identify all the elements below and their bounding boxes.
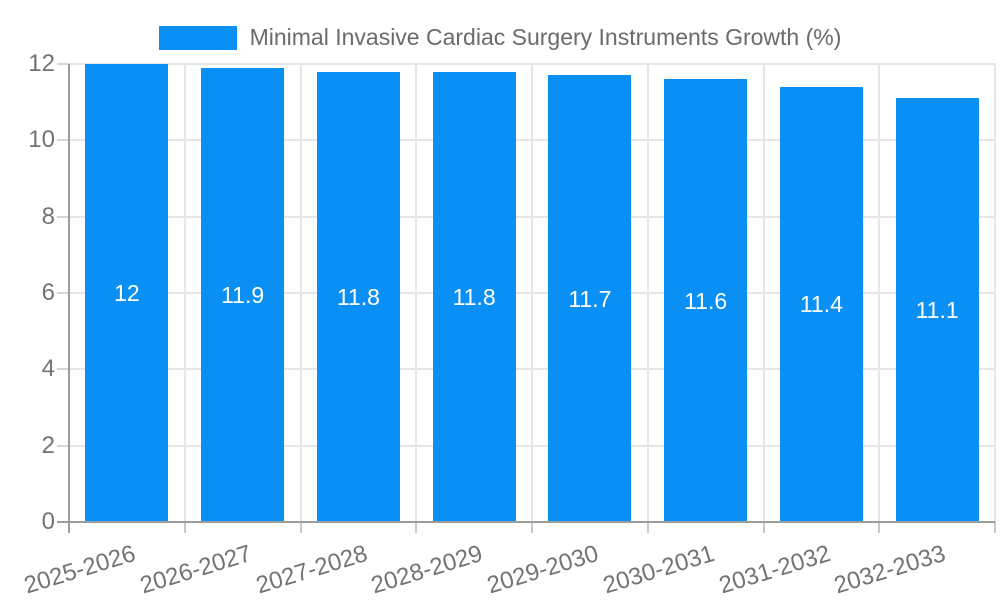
y-tick-mark <box>57 215 69 218</box>
bar[interactable] <box>664 79 748 522</box>
y-tick-mark <box>57 444 69 447</box>
legend-label: Minimal Invasive Cardiac Surgery Instrum… <box>249 24 842 50</box>
y-tick-mark <box>57 139 69 142</box>
x-tick-label: 2026-2027 <box>136 540 255 600</box>
bar-value-label: 11.7 <box>568 285 612 312</box>
bar-value-label: 11.6 <box>684 287 728 314</box>
x-gridline <box>994 64 996 522</box>
x-tick-label: 2025-2026 <box>21 540 139 600</box>
x-tick-mark <box>646 522 649 533</box>
y-tick-label: 0 <box>41 508 55 535</box>
x-tick-label: 2027-2028 <box>252 540 371 600</box>
x-tick-mark <box>183 522 186 533</box>
bar[interactable] <box>85 64 169 522</box>
y-tick-label: 8 <box>41 202 55 230</box>
y-tick-mark <box>57 368 69 371</box>
y-tick-mark <box>57 292 69 294</box>
x-tick-mark <box>878 522 881 533</box>
legend-swatch <box>158 25 237 50</box>
bar[interactable] <box>201 67 285 522</box>
bar[interactable] <box>895 98 979 522</box>
x-tick-mark <box>415 522 418 533</box>
bar-value-label: 12 <box>114 280 140 306</box>
x-gridline <box>299 64 302 522</box>
y-tick-label: 12 <box>28 50 55 77</box>
y-tick-mark <box>57 63 69 65</box>
x-gridline <box>531 64 533 522</box>
y-tick-label: 4 <box>41 355 55 383</box>
y-axis-line <box>68 64 70 533</box>
bar[interactable] <box>432 71 516 522</box>
x-gridline <box>762 64 765 522</box>
y-tick-label: 6 <box>41 279 55 306</box>
x-tick-label: 2029-2030 <box>484 540 602 600</box>
x-axis-line <box>57 521 995 523</box>
x-gridline <box>183 64 186 522</box>
y-tick-label: 2 <box>41 431 55 459</box>
x-tick-mark <box>299 522 302 533</box>
bar-value-label: 11.9 <box>221 281 265 308</box>
bar[interactable] <box>548 75 632 522</box>
x-tick-mark <box>994 522 996 533</box>
bar-value-label: 11.8 <box>336 283 380 310</box>
x-tick-label: 2032-2033 <box>831 540 950 600</box>
x-gridline <box>415 64 418 522</box>
bar[interactable] <box>779 86 863 522</box>
x-tick-label: 2031-2032 <box>715 540 834 600</box>
x-gridline <box>646 64 649 522</box>
bar[interactable] <box>316 71 400 522</box>
x-gridline <box>878 64 881 522</box>
bar-value-label: 11.8 <box>452 283 496 310</box>
x-tick-mark <box>762 522 765 533</box>
x-tick-label: 2030-2031 <box>599 540 718 600</box>
chart-legend[interactable]: Minimal Invasive Cardiac Surgery Instrum… <box>0 24 1000 51</box>
x-tick-label: 2028-2029 <box>368 540 487 600</box>
y-tick-label: 10 <box>28 126 55 154</box>
bar-value-label: 11.4 <box>799 291 843 318</box>
bar-value-label: 11.1 <box>915 297 959 324</box>
x-tick-mark <box>531 522 533 533</box>
